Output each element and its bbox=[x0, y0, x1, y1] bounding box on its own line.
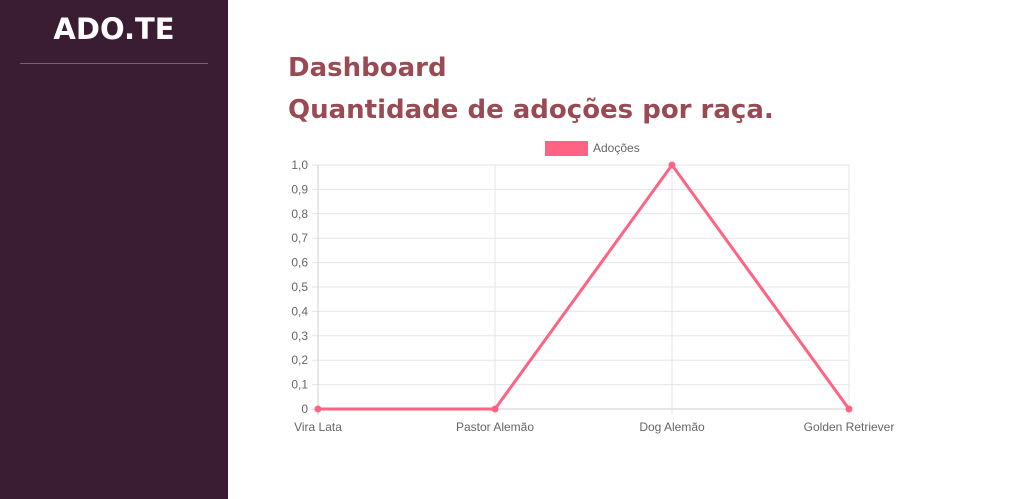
page-title: Dashboard bbox=[288, 53, 447, 83]
x-tick-label: Dog Alemão bbox=[639, 420, 705, 434]
y-tick-label: 0,8 bbox=[291, 207, 308, 221]
sidebar: ADO.TE bbox=[0, 0, 228, 499]
y-tick-label: 0,4 bbox=[291, 304, 308, 318]
y-tick-label: 0,7 bbox=[291, 231, 308, 245]
legend-swatch[interactable] bbox=[545, 141, 588, 156]
y-tick-label: 0,5 bbox=[291, 280, 308, 294]
x-tick-label: Pastor Alemão bbox=[456, 420, 534, 434]
chart-axes: 0 0,1 0,2 0,3 0,4 0,5 0,6 0,7 0,8 0,9 1,0 Vira Lata… bbox=[291, 158, 894, 434]
data-point[interactable] bbox=[314, 405, 322, 413]
chart-legend[interactable]: Adoções bbox=[545, 141, 640, 156]
chart-title: Quantidade de adoções por raça. bbox=[288, 95, 774, 125]
y-tick-label: 0,1 bbox=[291, 378, 308, 392]
y-tick-label: 0,2 bbox=[291, 353, 308, 367]
y-tick-label: 0 bbox=[301, 402, 308, 416]
x-tick-label: Vira Lata bbox=[294, 420, 342, 434]
y-tick-label: 0,3 bbox=[291, 329, 308, 343]
y-tick-label: 1,0 bbox=[291, 158, 308, 172]
x-tick-label: Golden Retriever bbox=[804, 420, 895, 434]
data-point[interactable] bbox=[845, 405, 853, 413]
data-point[interactable] bbox=[668, 161, 676, 169]
sidebar-divider bbox=[20, 63, 208, 64]
series-line bbox=[318, 162, 851, 411]
main-content: Dashboard Quantidade de adoções por raça… bbox=[228, 0, 1034, 499]
y-tick-label: 0,6 bbox=[291, 256, 308, 270]
data-point[interactable] bbox=[491, 405, 499, 413]
chart-series bbox=[314, 161, 853, 413]
brand-logo[interactable]: ADO.TE bbox=[53, 12, 175, 46]
legend-label[interactable]: Adoções bbox=[593, 141, 640, 155]
y-tick-label: 0,9 bbox=[291, 182, 308, 196]
